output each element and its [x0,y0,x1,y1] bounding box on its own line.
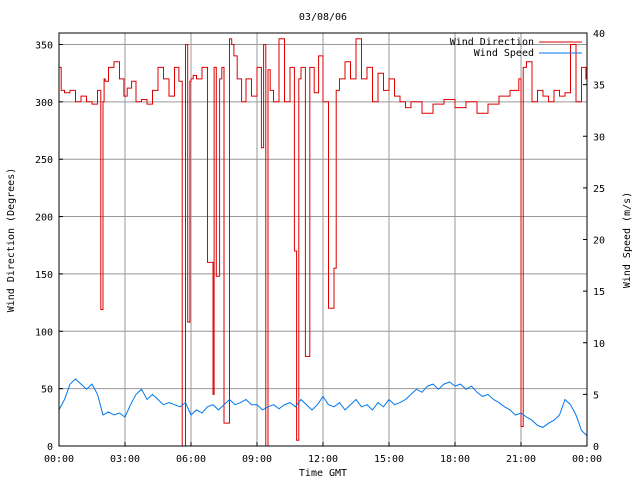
chart-title: 03/08/06 [299,12,347,23]
y-left-tick-label: 250 [35,155,53,166]
x-tick-label: 12:00 [308,454,338,465]
y-left-tick-label: 300 [35,98,53,109]
series-lines [58,38,588,447]
y-left-tick-label: 350 [35,40,53,51]
x-tick-label: 21:00 [506,454,536,465]
axis-ticks: 00:00 03:00 06:00 09:00 12:00 15:00 18:00 21:00… [35,29,605,465]
series-line-wind-direction [59,38,587,447]
y-left-tick-label: 100 [35,327,53,338]
y-left-tick-label: 0 [47,442,53,453]
y-right-tick-label: 0 [593,442,599,453]
x-tick-label: 00:00 [572,454,602,465]
x-tick-label: 03:00 [110,454,140,465]
y-right-tick-label: 40 [593,29,605,40]
y-axis-right-label: Wind Speed (m/s) [622,192,633,288]
x-tick-label: 18:00 [440,454,470,465]
y-left-tick-label: 150 [35,270,53,281]
y-right-tick-label: 15 [593,287,605,298]
y-right-tick-label: 25 [593,184,605,195]
y-left-tick-label: 200 [35,213,53,224]
y-right-tick-label: 30 [593,132,605,143]
x-tick-label: 00:00 [44,454,74,465]
legend: Wind Direction Wind Speed [450,37,582,59]
y-right-tick-label: 5 [593,390,599,401]
y-right-tick-label: 10 [593,339,605,350]
y-right-tick-label: 35 [593,81,605,92]
y-left-tick-label: 50 [41,385,53,396]
legend-label-wind-direction: Wind Direction [450,37,534,48]
x-tick-label: 09:00 [242,454,272,465]
y-axis-left-label: Wind Direction (Degrees) [6,168,17,313]
x-axis-label: Time GMT [299,468,347,479]
x-tick-label: 06:00 [176,454,206,465]
y-right-tick-label: 20 [593,236,605,247]
legend-label-wind-speed: Wind Speed [474,48,534,59]
x-tick-label: 15:00 [374,454,404,465]
series-line-wind-speed [58,378,588,437]
